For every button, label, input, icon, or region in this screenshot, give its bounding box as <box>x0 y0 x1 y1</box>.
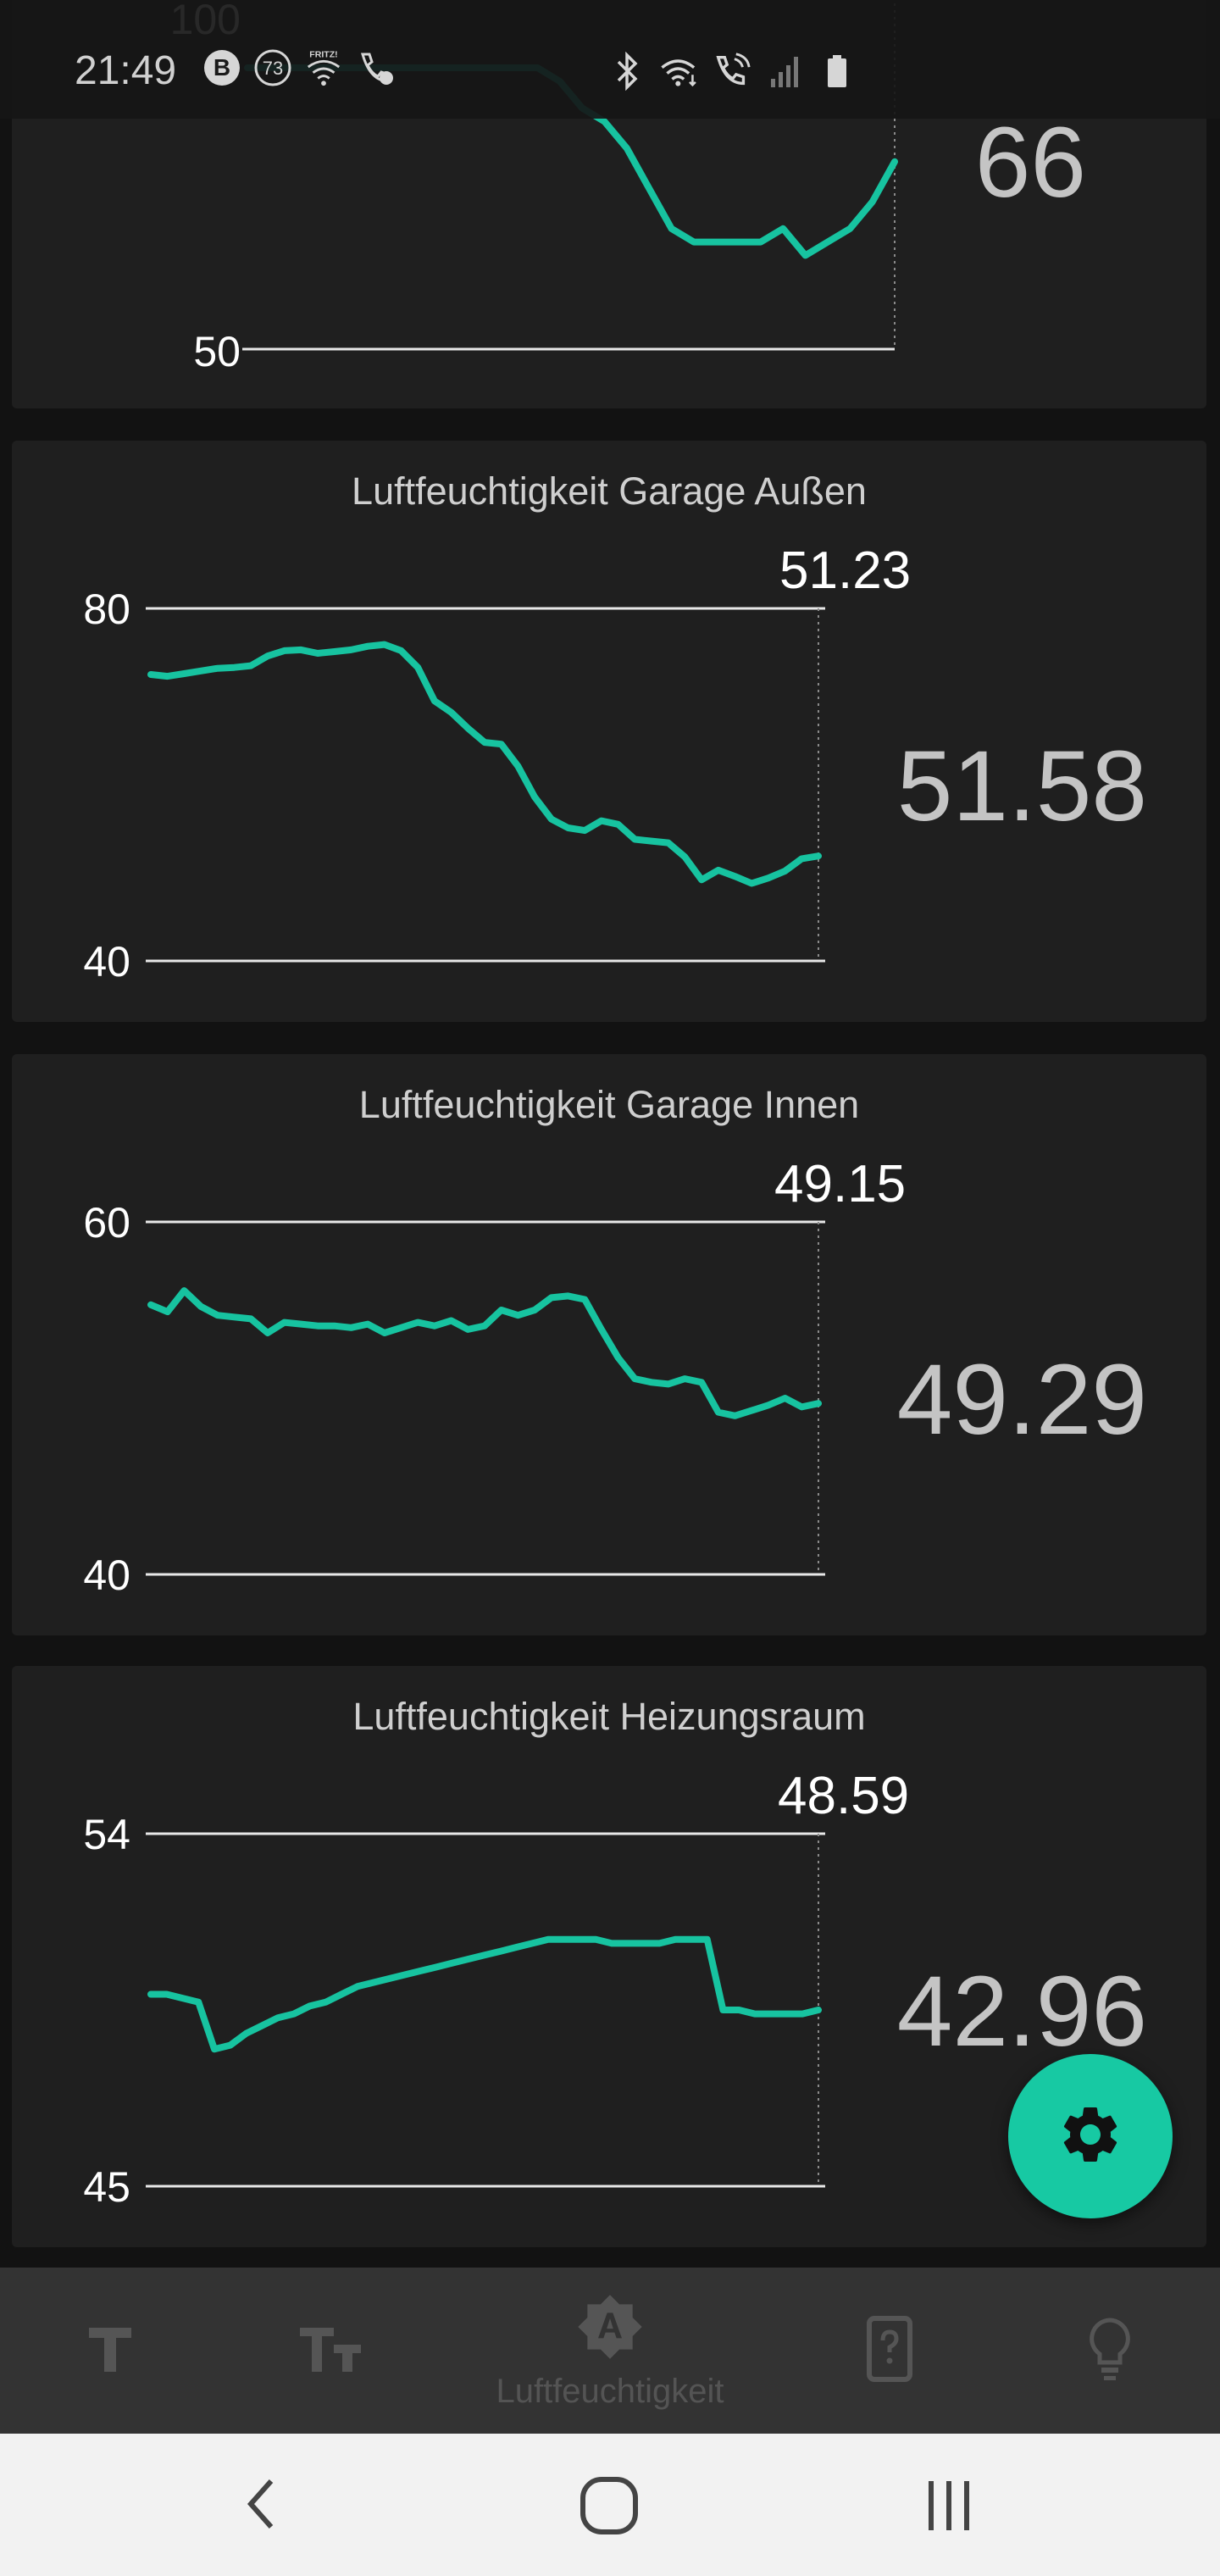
brightness-auto-icon <box>576 2293 644 2365</box>
line-chart <box>146 1832 825 2188</box>
y-bottom-label: 40 <box>83 1552 130 1599</box>
svg-text:FRITZ!: FRITZ! <box>309 50 337 60</box>
wifi-icon <box>659 51 700 92</box>
line-chart <box>146 1220 825 1576</box>
data-series-line <box>147 1935 822 2053</box>
system-nav-bar <box>0 2434 1220 2576</box>
card-title: Luftfeuchtigkeit Heizungsraum <box>352 1695 866 1738</box>
nav-item-text-size[interactable] <box>271 2268 390 2434</box>
y-top-label: 60 <box>83 1199 130 1246</box>
settings-fab[interactable] <box>1008 2054 1173 2218</box>
gear-icon <box>1056 2101 1124 2173</box>
data-series-line <box>147 641 822 887</box>
status-bar: 21:49 B 73 FRITZ! <box>0 0 1220 119</box>
nav-label-luftfeuchtigkeit: Luftfeuchtigkeit <box>496 2373 724 2410</box>
phone-help-icon <box>864 2315 915 2387</box>
last-value-label: 49.15 <box>774 1155 907 1213</box>
recents-icon[interactable] <box>923 2476 974 2540</box>
nav-item-text[interactable] <box>51 2268 169 2434</box>
fritz-wifi-icon: FRITZ! <box>303 47 344 88</box>
chart-card-heizungsraum[interactable]: Luftfeuchtigkeit Heizungsraum 54 45 48.5… <box>12 1666 1206 2247</box>
svg-text:B: B <box>214 54 230 80</box>
text-size-icon <box>297 2319 364 2383</box>
nav-item-phone-help[interactable] <box>830 2268 949 2434</box>
chart-card-garage-aussen[interactable]: Luftfeuchtigkeit Garage Außen 80 40 51.2… <box>12 441 1206 1022</box>
status-time: 21:49 <box>75 48 177 93</box>
last-value-label: 48.59 <box>778 1767 910 1825</box>
bluetooth-icon <box>607 51 647 92</box>
last-value-label: 51.23 <box>779 541 912 600</box>
card-title: Luftfeuchtigkeit Garage Außen <box>352 469 867 513</box>
current-value: 51.58 <box>896 730 1147 842</box>
y-bottom-label: 50 <box>193 328 241 375</box>
home-icon[interactable] <box>578 2474 640 2541</box>
back-icon[interactable] <box>237 2474 288 2538</box>
text-t-icon <box>80 2319 140 2383</box>
nav-item-luftfeuchtigkeit[interactable] <box>525 2268 695 2434</box>
lightbulb-icon <box>1084 2315 1135 2387</box>
current-value: 49.29 <box>896 1344 1147 1456</box>
b-badge-icon: B <box>202 47 242 88</box>
card-title: Luftfeuchtigkeit Garage Innen <box>358 1083 860 1126</box>
y-top-label: 54 <box>83 1811 130 1858</box>
y-bottom-label: 40 <box>83 938 130 985</box>
current-value: 66 <box>974 107 1086 219</box>
signal-icon <box>764 51 805 92</box>
svg-text:73: 73 <box>263 58 283 79</box>
battery-icon <box>817 51 857 92</box>
chart-card-garage-innen[interactable]: Luftfeuchtigkeit Garage Innen 60 40 49.1… <box>12 1054 1206 1635</box>
line-chart <box>146 607 825 963</box>
current-value: 42.96 <box>896 1956 1147 2068</box>
bottom-nav: Luftfeuchtigkeit <box>0 2268 1220 2434</box>
y-bottom-label: 45 <box>83 2163 130 2211</box>
notification-73-icon: 73 <box>252 47 293 88</box>
y-top-label: 80 <box>83 586 130 633</box>
nav-item-lightbulb[interactable] <box>1051 2268 1169 2434</box>
data-series-line <box>147 1287 822 1419</box>
status-icons-left: B 73 FRITZ! <box>202 47 395 88</box>
volte-call-icon <box>712 51 752 92</box>
wifi-call-icon <box>354 47 395 88</box>
status-icons-right <box>607 51 857 92</box>
